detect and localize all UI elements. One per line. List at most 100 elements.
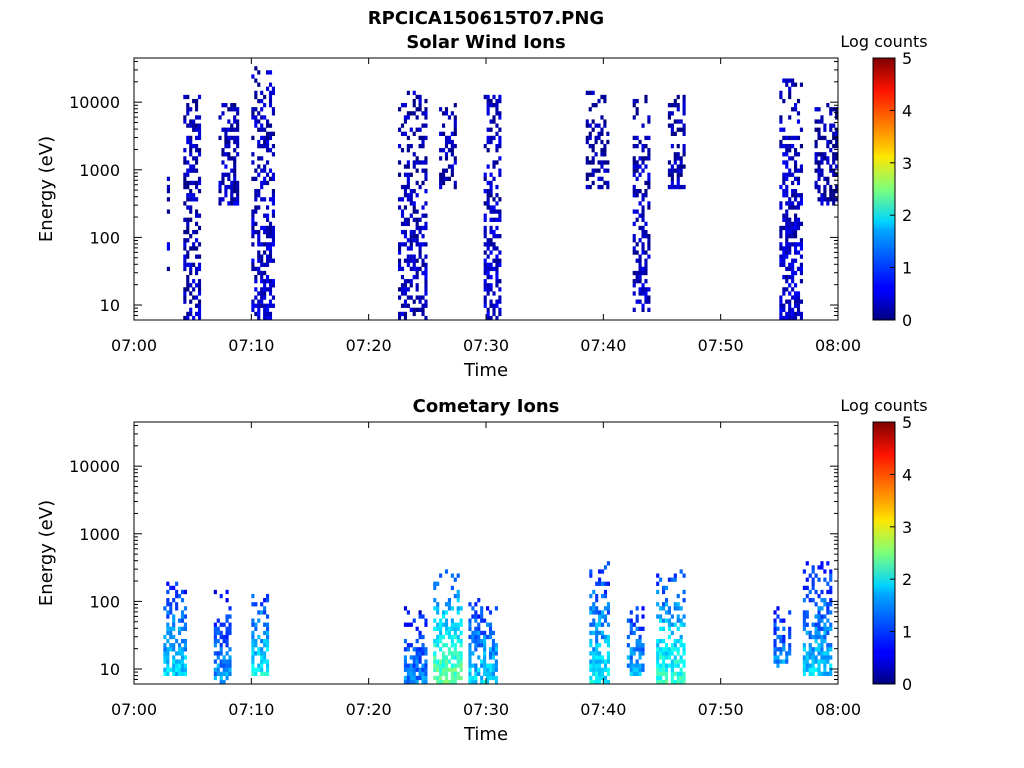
heatmap-cell (799, 201, 803, 206)
heatmap-cell (598, 667, 602, 672)
heatmap-cell (439, 131, 443, 136)
heatmap-cell (638, 139, 642, 145)
heatmap-cell (197, 148, 202, 153)
heatmap-cell (791, 201, 795, 206)
heatmap-cell (263, 311, 267, 317)
heatmap-cell (456, 634, 460, 640)
heatmap-cell (266, 205, 270, 210)
heatmap-cell (773, 638, 777, 644)
heatmap-cell (632, 156, 636, 161)
heatmap-cell (266, 626, 270, 631)
heatmap-cell (673, 655, 677, 660)
heatmap-cell (197, 152, 202, 157)
heatmap-cell (808, 663, 812, 668)
heatmap-cell (251, 618, 255, 623)
heatmap-cell (186, 311, 190, 317)
heatmap-cell (635, 217, 639, 222)
heatmap-cell (260, 143, 264, 149)
heatmap-cell (594, 168, 598, 173)
heatmap-cell (257, 266, 261, 272)
heatmap-cell (266, 593, 270, 599)
heatmap-cell (595, 630, 599, 636)
heatmap-cell (403, 663, 407, 668)
heatmap-cell (667, 115, 671, 120)
heatmap-cell (647, 152, 651, 157)
heatmap-cell (635, 667, 639, 672)
heatmap-cell (218, 135, 222, 141)
heatmap-cell (635, 299, 639, 304)
heatmap-cell (486, 127, 490, 132)
heatmap-cell (492, 103, 496, 108)
heatmap-cell (400, 213, 405, 218)
heatmap-cell (213, 671, 217, 677)
heatmap-cell (779, 143, 783, 149)
heatmap-cell (450, 585, 454, 591)
heatmap-cell (814, 626, 818, 631)
heatmap-cell (486, 606, 490, 611)
heatmap-cell (796, 168, 801, 173)
heatmap-cell (433, 581, 437, 586)
heatmap-cell (808, 589, 812, 595)
heatmap-cell (594, 123, 598, 128)
heatmap-cell (166, 197, 170, 202)
heatmap-cell (603, 593, 608, 599)
heatmap-cell (424, 299, 428, 304)
heatmap-cell (409, 679, 413, 685)
heatmap-cell (228, 630, 232, 636)
heatmap-cell (820, 655, 824, 660)
heatmap-cell (453, 675, 457, 681)
heatmap-cell (236, 189, 240, 194)
heatmap-cell (802, 647, 806, 652)
heatmap-cell (450, 148, 454, 153)
heatmap-cell (189, 135, 193, 141)
heatmap-cell (166, 626, 170, 631)
heatmap-cell (418, 160, 422, 165)
heatmap-cell (823, 135, 827, 141)
heatmap-cell (409, 279, 413, 284)
heatmap-cell (495, 315, 499, 321)
heatmap-cell (492, 176, 496, 182)
heatmap-cell (498, 234, 502, 239)
heatmap-cell (268, 82, 273, 87)
heatmap-cell (186, 315, 190, 321)
heatmap-cell (603, 634, 608, 640)
heatmap-cell (266, 634, 270, 640)
heatmap-cell (600, 127, 604, 132)
x-tick-label: 07:00 (111, 336, 157, 355)
heatmap-cell (266, 70, 270, 75)
heatmap-cell (439, 573, 443, 578)
heatmap-cell (782, 647, 786, 652)
heatmap-cell (785, 651, 789, 656)
heatmap-cell (480, 675, 484, 681)
heatmap-cell (486, 246, 490, 251)
heatmap-cell (779, 90, 783, 96)
heatmap-cell (676, 679, 680, 685)
heatmap-cell (403, 679, 407, 685)
heatmap-cell (670, 622, 674, 627)
heatmap-cell (254, 209, 258, 214)
heatmap-cell (589, 663, 593, 668)
heatmap-cell (172, 598, 176, 603)
heatmap-cell (442, 111, 446, 116)
heatmap-cell (814, 180, 818, 186)
heatmap-cell (480, 663, 484, 668)
heatmap-cell (409, 189, 413, 194)
heatmap-cell (483, 283, 487, 288)
heatmap-cell (486, 103, 490, 108)
heatmap-cell (785, 254, 789, 259)
heatmap-cell (263, 94, 267, 100)
heatmap-cell (195, 156, 199, 161)
heatmap-cell (488, 651, 493, 656)
heatmap-cell (811, 667, 815, 672)
heatmap-cell (415, 168, 419, 173)
heatmap-cell (439, 172, 443, 177)
heatmap-cell (799, 254, 803, 259)
heatmap-cell (483, 279, 487, 284)
heatmap-cell (257, 172, 261, 177)
heatmap-cell (796, 111, 801, 116)
heatmap-cell (271, 283, 275, 288)
heatmap-cell (788, 643, 792, 648)
heatmap-cell (832, 160, 836, 165)
heatmap-cell (400, 123, 405, 128)
